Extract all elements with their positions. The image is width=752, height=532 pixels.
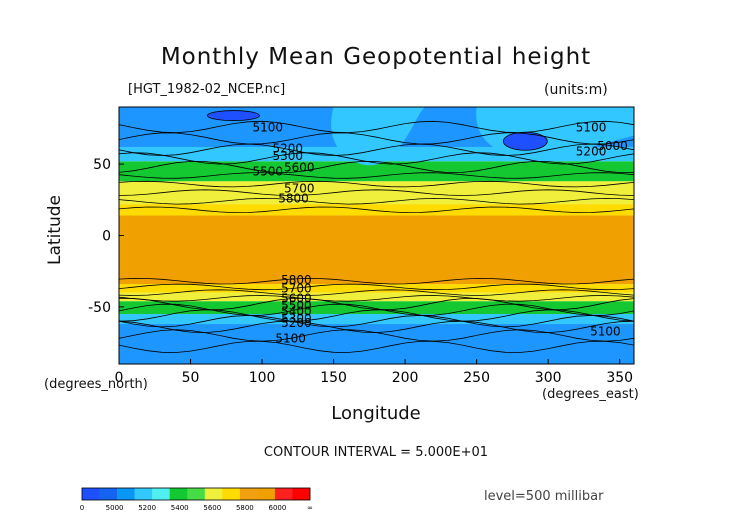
- contour-label: 5000: [597, 139, 628, 153]
- contour-bands: [119, 107, 634, 364]
- x-tick-label: 100: [249, 370, 276, 386]
- low-center-asia: [207, 110, 260, 121]
- chart-title: Monthly Mean Geopotential height: [160, 44, 592, 70]
- colorbar-swatch: [257, 488, 276, 500]
- y-tick-label: 50: [93, 157, 111, 173]
- colorbar-swatch: [169, 488, 188, 500]
- colorbar-label: ∞: [307, 504, 313, 512]
- contour-label: 5200: [273, 142, 304, 156]
- contour-line: [118, 132, 635, 145]
- colorbar-swatch: [187, 488, 206, 500]
- contour-line: [118, 143, 635, 156]
- contour-line: [118, 197, 635, 205]
- contour-line: [118, 340, 635, 353]
- contour-line: [118, 283, 635, 291]
- low-center-america: [502, 131, 548, 151]
- band-south-5400: [119, 301, 634, 315]
- colorbar-label: 5600: [203, 504, 221, 512]
- contour-line: [118, 315, 635, 328]
- colorbar-label: 5800: [236, 504, 254, 512]
- contour-line: [118, 120, 635, 134]
- y-axis-ticks: 50 0 -50: [88, 157, 124, 316]
- colorbar-label: 5000: [106, 504, 124, 512]
- colorbar: 0 5000 5200 5400 5600 5800 6000 ∞: [80, 487, 313, 512]
- band-south-5600: [119, 292, 634, 302]
- contour-label: 5100: [253, 120, 284, 134]
- colorbar-swatch: [222, 488, 241, 500]
- y-tick-label: 0: [102, 229, 111, 245]
- band-north-5400: [119, 161, 634, 182]
- contour-label: 5700: [284, 182, 315, 196]
- contour-line: [118, 277, 635, 285]
- colorbar-swatch: [152, 488, 170, 500]
- contour-line: [118, 152, 635, 165]
- colorbar-swatch: [82, 488, 100, 500]
- contour-line: [118, 303, 635, 316]
- band-north-5600: [119, 181, 634, 205]
- contour-label: 5800: [281, 273, 312, 287]
- contour-label: 5700: [281, 282, 312, 296]
- colorbar-label: 5400: [171, 504, 189, 512]
- contour-line: [118, 189, 635, 196]
- file-label: [HGT_1982-02_NCEP.nc]: [128, 82, 286, 97]
- band-south-low: [119, 324, 634, 364]
- contour-label: 5800: [278, 192, 309, 206]
- contour-line: [118, 180, 635, 188]
- contour-line: [118, 160, 635, 174]
- colorbar-swatch: [292, 488, 311, 500]
- contour-label: 5100: [275, 332, 306, 346]
- trough-pacific: [331, 107, 427, 166]
- band-north-5800: [119, 204, 634, 216]
- contour-line: [118, 295, 635, 302]
- band-tropics: [119, 215, 634, 285]
- contour-label: 5500: [253, 165, 284, 179]
- colorbar-swatch: [239, 488, 258, 500]
- contour-lines: [118, 120, 635, 353]
- units-label: (units:m): [544, 82, 608, 98]
- contour-line: [118, 172, 635, 179]
- x-tick-label: 250: [463, 370, 490, 386]
- y-axis-label: Latitude: [45, 195, 65, 265]
- contour-interval: CONTOUR INTERVAL = 5.000E+01: [263, 445, 489, 460]
- contour-label: 5500: [281, 299, 312, 313]
- colorbar-label: 5200: [138, 504, 156, 512]
- contour-label: 5200: [281, 316, 312, 330]
- x-tick-label: 350: [606, 370, 633, 386]
- band-south-5800: [119, 284, 634, 293]
- x-unit-right: (degrees_east): [542, 387, 639, 402]
- colorbar-swatch: [99, 488, 118, 500]
- contour-label: 5600: [284, 160, 315, 174]
- x-tick-label: 0: [115, 370, 124, 386]
- colorbar-swatch: [117, 488, 135, 500]
- x-axis-label: Longitude: [331, 403, 421, 424]
- contour-label: 5200: [576, 145, 607, 159]
- colorbar-swatch: [134, 488, 153, 500]
- level-label: level=500 millibar: [484, 489, 604, 504]
- band-south-5200: [119, 314, 634, 325]
- x-tick-label: 150: [320, 370, 347, 386]
- contour-label: 5300: [281, 312, 312, 326]
- contour-line: [118, 206, 635, 214]
- contour-line: [118, 320, 635, 334]
- x-tick-label: 300: [535, 370, 562, 386]
- x-tick-label: 50: [182, 370, 200, 386]
- contour-label: 5400: [281, 304, 312, 318]
- contour-label: 5600: [281, 292, 312, 306]
- contour-label: 5300: [273, 149, 304, 163]
- x-unit-left: (degrees_north): [44, 377, 148, 392]
- contour-line: [118, 289, 635, 296]
- colorbar-label: 0: [80, 504, 84, 512]
- colorbar-frame: [81, 487, 311, 501]
- contour-label: 5100: [576, 120, 607, 134]
- contour-label: 5100: [590, 324, 621, 338]
- y-tick-label: -50: [88, 300, 111, 316]
- x-tick-label: 200: [392, 370, 419, 386]
- contour-line: [118, 297, 635, 311]
- colorbar-swatch: [204, 488, 223, 500]
- x-axis-ticks: 0 50 100 150 200 250 300 350: [115, 359, 633, 386]
- colorbar-label: 6000: [269, 504, 287, 512]
- colorbar-swatch: [274, 488, 293, 500]
